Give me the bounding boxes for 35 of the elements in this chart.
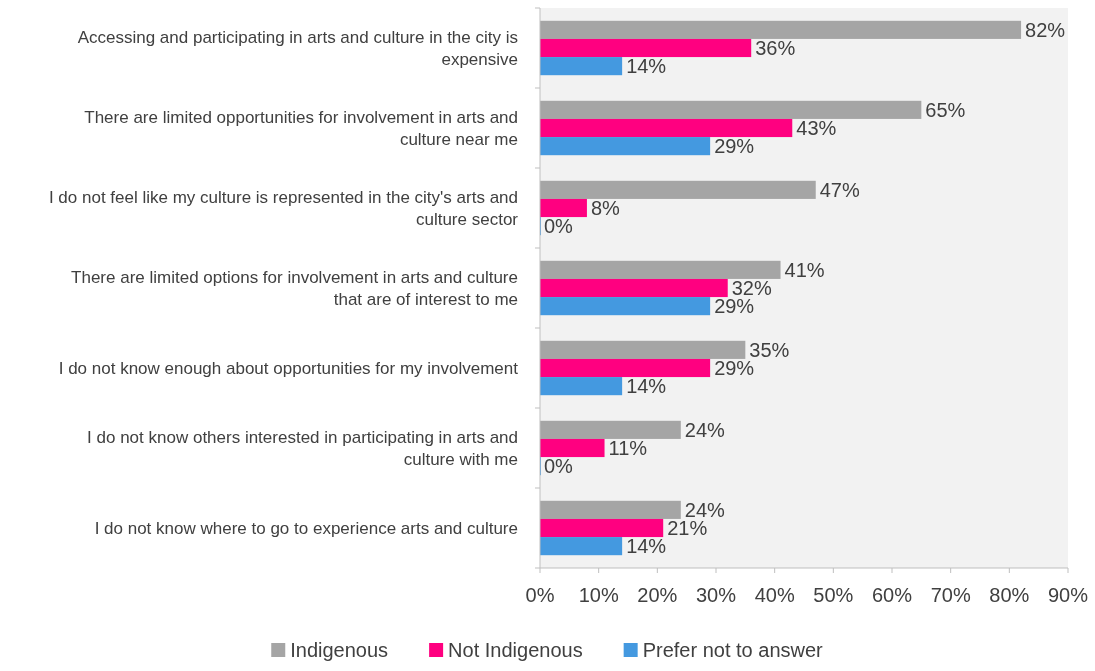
- data-label: 82%: [1025, 18, 1066, 41]
- data-label: 14%: [626, 375, 667, 398]
- data-label: 29%: [714, 135, 755, 158]
- data-label: 24%: [684, 418, 726, 441]
- y-tick-label: I do not know others interested in participating in arts and culture with me: [87, 428, 518, 469]
- x-tick-label: 90%: [1047, 584, 1089, 606]
- y-tick-label: I do not feel like my culture is represented in the city's arts and culture sector: [48, 188, 519, 229]
- x-tick-label: 20%: [637, 584, 678, 606]
- x-tick-label: 60%: [871, 584, 913, 606]
- legend-label: Not Indigenous: [448, 639, 583, 661]
- y-tick-label: Accessing and participating in arts and culture in the city is expensive: [77, 28, 518, 69]
- y-tick-label: I do not know enough about opportunities for my involvement: [58, 359, 519, 378]
- data-label: 11%: [608, 437, 648, 459]
- x-tick-label: 0%: [525, 584, 555, 606]
- data-label: 36%: [755, 37, 796, 59]
- y-tick-label: There are limited opportunities for involvement in arts and culture near me: [84, 108, 518, 149]
- x-tick-label: 70%: [930, 584, 971, 606]
- x-tick-label: 80%: [989, 584, 1030, 606]
- x-tick-label: 50%: [813, 584, 854, 606]
- data-label: 65%: [925, 98, 966, 121]
- data-label: 14%: [626, 535, 667, 558]
- y-tick-label: There are limited options for involvement in arts and culture that are of interest to me: [71, 268, 518, 309]
- data-label: 0%: [544, 215, 574, 238]
- data-label: 8%: [590, 197, 621, 219]
- x-tick-label: 10%: [578, 584, 619, 606]
- data-label: 0%: [544, 455, 574, 478]
- legend-label: Prefer not to answer: [642, 639, 824, 661]
- data-label: 43%: [796, 117, 837, 139]
- y-tick-label: I do not know where to go to experience arts and culture: [94, 519, 518, 538]
- data-label: 47%: [819, 178, 860, 201]
- legend-label: Indigenous: [290, 639, 389, 661]
- x-tick-label: 40%: [754, 584, 795, 606]
- data-label: 41%: [784, 258, 825, 281]
- x-tick-label: 30%: [695, 584, 737, 606]
- data-label: 14%: [626, 55, 667, 78]
